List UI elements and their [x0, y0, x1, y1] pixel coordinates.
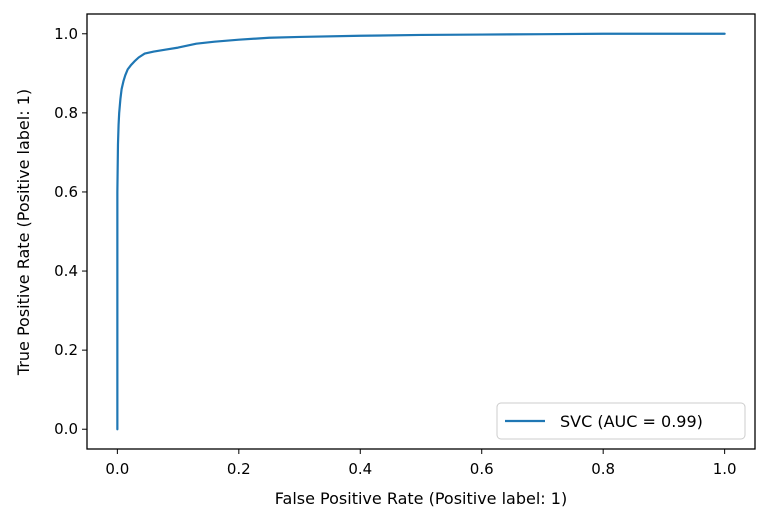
- x-tick-label: 0.0: [105, 460, 129, 478]
- series-layer: [116, 32, 726, 431]
- legend-label: SVC (AUC = 0.99): [560, 412, 703, 431]
- y-tick-label: 0.6: [54, 183, 78, 201]
- plot-frame: [86, 13, 756, 450]
- roc-curve-line: [116, 32, 726, 431]
- y-axis-label: True Positive Rate (Positive label: 1): [14, 89, 33, 376]
- legend: SVC (AUC = 0.99): [496, 402, 746, 440]
- y-tick-label: 0.8: [54, 104, 78, 122]
- y-tick-label: 0.0: [54, 420, 78, 438]
- x-tick-label: 0.8: [591, 460, 615, 478]
- x-tick-label: 0.4: [348, 460, 372, 478]
- plot-area: [87, 14, 755, 449]
- y-tick-label: 0.2: [54, 341, 78, 359]
- legend-frame: [496, 402, 746, 440]
- x-tick-label: 0.6: [470, 460, 494, 478]
- y-tick-label: 0.4: [54, 262, 78, 280]
- x-tick-label: 0.2: [227, 460, 251, 478]
- x-axis-label: False Positive Rate (Positive label: 1): [275, 489, 567, 508]
- y-tick-label: 1.0: [54, 25, 78, 43]
- x-axis-ticks: 0.0 0.2 0.4 0.6 0.8 1.0: [105, 449, 737, 478]
- x-tick-label: 1.0: [713, 460, 737, 478]
- y-axis-ticks: 0.0 0.2 0.4 0.6 0.8 1.0: [54, 25, 87, 438]
